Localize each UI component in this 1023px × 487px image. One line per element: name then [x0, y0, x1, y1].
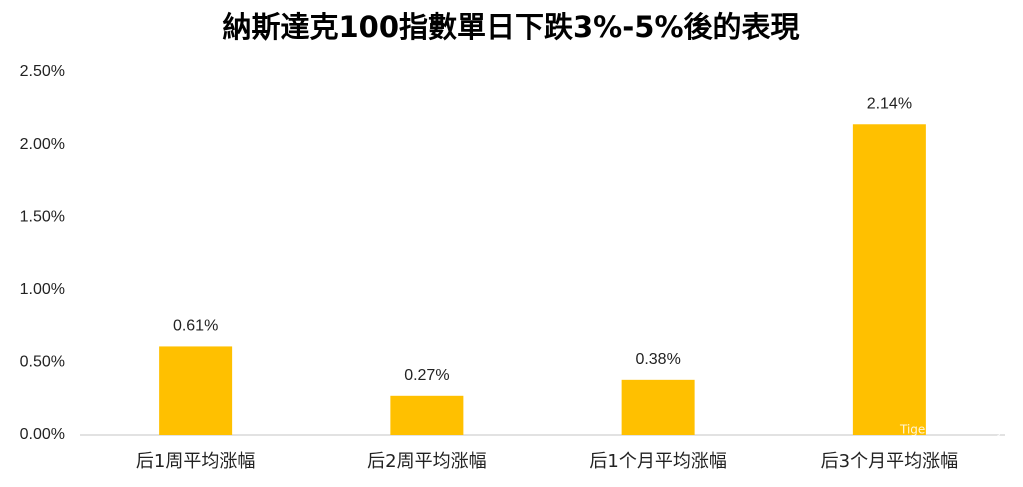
value-label: 0.61%	[173, 318, 218, 335]
bar	[390, 395, 464, 435]
y-tick-label: 1.00%	[20, 281, 65, 298]
bar	[159, 346, 233, 435]
y-tick-label: 2.00%	[20, 136, 65, 153]
y-tick-label: 0.50%	[20, 354, 65, 371]
y-tick-label: 0.00%	[20, 426, 65, 443]
x-tick-label: 后3个月平均涨幅	[821, 451, 958, 472]
y-tick-label: 2.50%	[20, 63, 65, 80]
value-label: 2.14%	[867, 95, 912, 112]
x-tick-label: 后2周平均涨幅	[367, 451, 486, 472]
bar	[621, 379, 695, 435]
chart-title: 納斯達克100指數單日下跌3%-5%後的表現	[222, 10, 799, 44]
x-tick-label: 后1周平均涨幅	[136, 451, 255, 472]
value-label: 0.27%	[404, 367, 449, 384]
y-tick-label: 1.50%	[20, 208, 65, 225]
watermark: Tiger Community	[899, 423, 1004, 437]
bar	[852, 124, 926, 435]
value-label: 0.38%	[635, 351, 680, 368]
x-tick-label: 后1个月平均涨幅	[589, 451, 726, 472]
